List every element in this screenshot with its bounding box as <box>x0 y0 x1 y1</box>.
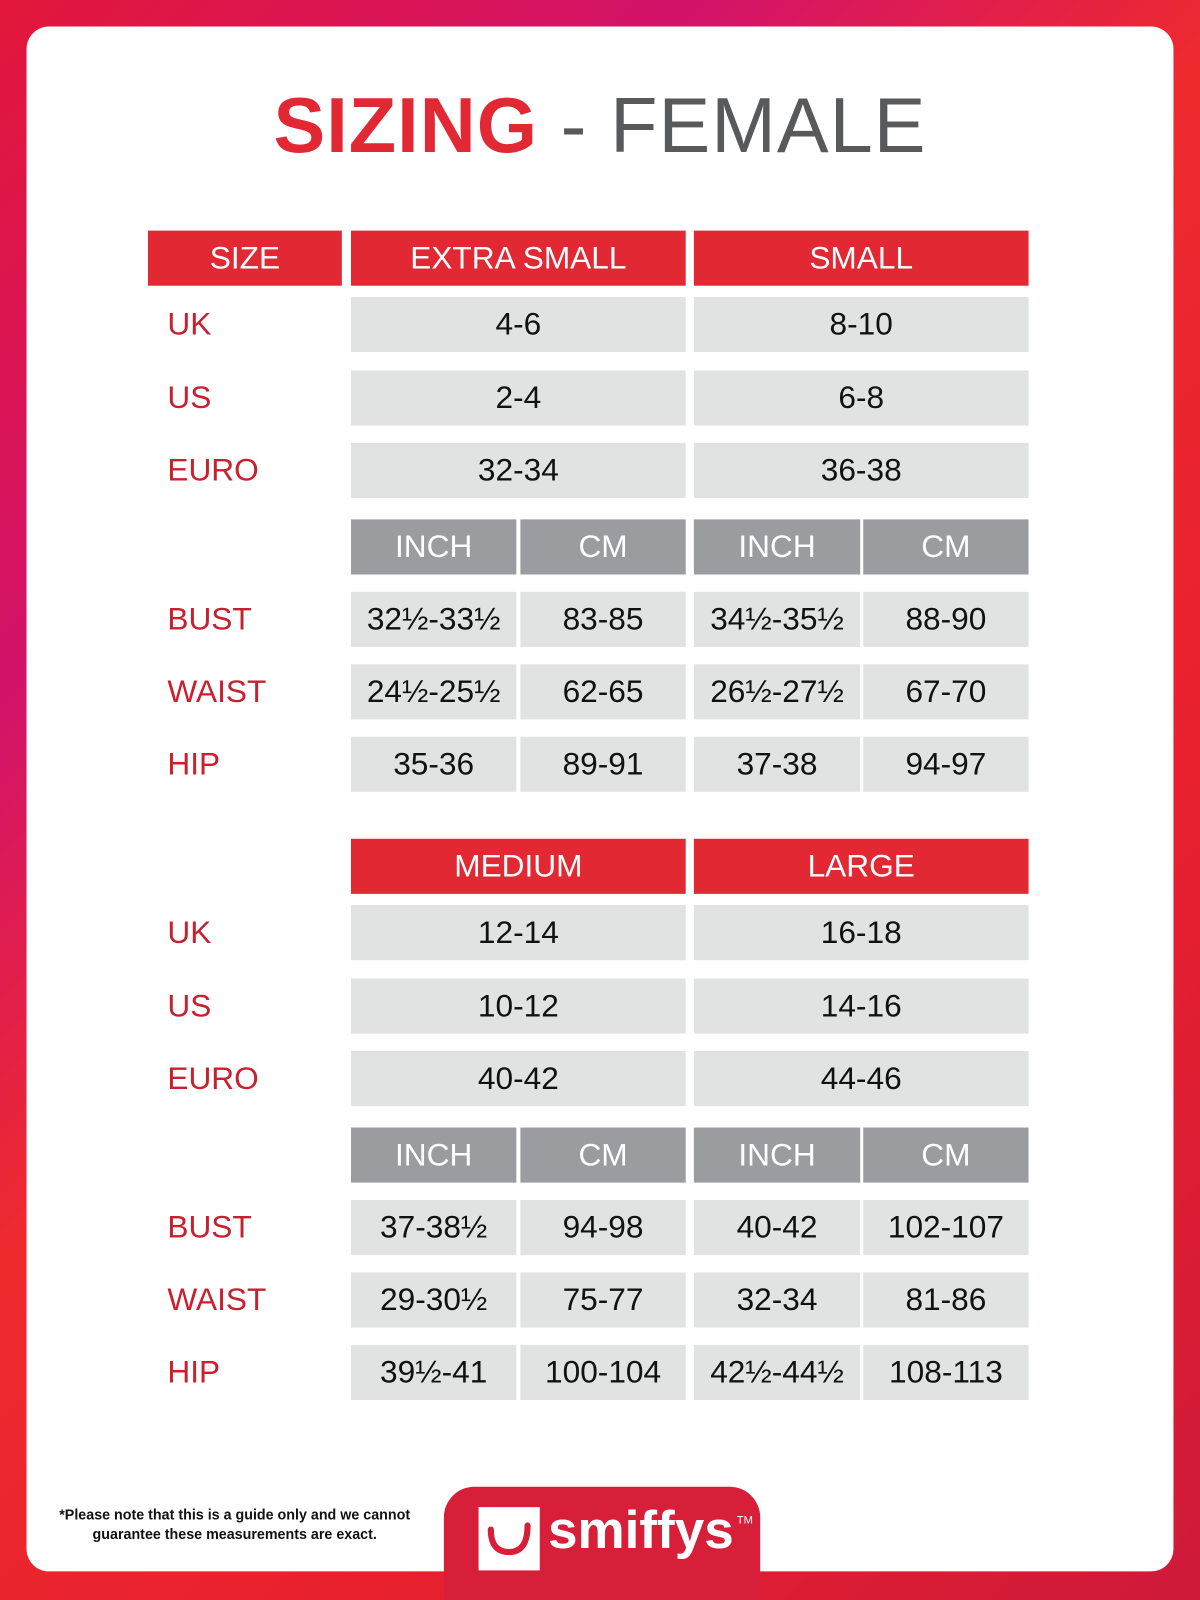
brand-logo-text: smiffys <box>547 1501 734 1561</box>
cell-bust-inch: 34½-35½ <box>693 591 861 647</box>
cell-hip-inch: 39½-41 <box>351 1344 517 1400</box>
unit-header-inch: INCH <box>693 1127 861 1183</box>
size-header: LARGE <box>693 838 1029 894</box>
title-emphasis: SIZING <box>273 82 539 170</box>
cell-euro: 44-46 <box>693 1051 1029 1107</box>
row-label-us: US <box>167 987 212 1024</box>
size-header: SMALL <box>693 230 1029 286</box>
cell-hip-cm: 100-104 <box>520 1344 686 1400</box>
size-header: SIZE <box>147 230 342 286</box>
cell-euro: 40-42 <box>351 1051 686 1107</box>
cell-bust-inch: 37-38½ <box>351 1199 517 1256</box>
unit-header-inch: INCH <box>351 519 517 575</box>
row-label-bust: BUST <box>167 1209 252 1245</box>
size-header: MEDIUM <box>351 838 686 894</box>
cell-uk: 8-10 <box>693 296 1029 353</box>
cell-bust-cm: 102-107 <box>863 1199 1029 1256</box>
cell-waist-cm: 75-77 <box>520 1272 686 1328</box>
cell-us: 2-4 <box>351 370 686 426</box>
trademark: TM <box>736 1514 754 1527</box>
title-rest: - FEMALE <box>538 82 927 170</box>
row-label-euro: EURO <box>167 452 259 488</box>
row-label-uk: UK <box>167 914 212 950</box>
smile-logo-icon <box>478 1507 540 1571</box>
cell-bust-cm: 94-98 <box>520 1199 686 1256</box>
cell-hip-inch: 35-36 <box>351 736 517 792</box>
size-header: EXTRA SMALL <box>351 230 686 286</box>
cell-waist-inch: 24½-25½ <box>351 664 517 720</box>
unit-header-cm: CM <box>520 1127 686 1183</box>
unit-header-cm: CM <box>863 519 1029 575</box>
cell-euro: 32-34 <box>351 442 686 498</box>
cell-bust-inch: 40-42 <box>693 1199 861 1256</box>
cell-waist-inch: 29-30½ <box>351 1272 517 1328</box>
cell-us: 14-16 <box>693 978 1029 1034</box>
cell-us: 6-8 <box>693 370 1029 426</box>
unit-header-cm: CM <box>863 1127 1029 1183</box>
cell-waist-inch: 26½-27½ <box>693 664 861 720</box>
cell-uk: 16-18 <box>693 905 1029 961</box>
cell-euro: 36-38 <box>693 442 1029 498</box>
cell-hip-cm: 89-91 <box>520 736 686 792</box>
row-label-hip: HIP <box>167 745 221 782</box>
cell-bust-cm: 88-90 <box>863 591 1029 647</box>
cell-hip-inch: 37-38 <box>693 736 861 792</box>
cell-uk: 4-6 <box>351 296 686 353</box>
row-label-hip: HIP <box>167 1354 221 1390</box>
cell-bust-cm: 83-85 <box>520 591 686 647</box>
unit-header-inch: INCH <box>351 1127 517 1183</box>
row-label-waist: WAIST <box>167 1281 267 1318</box>
cell-hip-cm: 94-97 <box>863 736 1029 792</box>
cell-uk: 12-14 <box>351 905 686 961</box>
row-label-bust: BUST <box>167 601 252 637</box>
cell-waist-inch: 32-34 <box>693 1272 861 1328</box>
unit-header-cm: CM <box>520 519 686 575</box>
disclaimer-note: *Please note that this is a guide only a… <box>59 1506 411 1542</box>
cell-waist-cm: 67-70 <box>863 664 1029 720</box>
cell-waist-cm: 81-86 <box>863 1272 1029 1328</box>
cell-hip-cm: 108-113 <box>863 1344 1029 1400</box>
row-label-euro: EURO <box>167 1060 259 1096</box>
row-label-waist: WAIST <box>167 673 267 710</box>
row-label-us: US <box>167 379 212 416</box>
row-label-uk: UK <box>167 306 212 342</box>
cell-us: 10-12 <box>351 978 686 1034</box>
cell-bust-inch: 32½-33½ <box>351 591 517 647</box>
cell-waist-cm: 62-65 <box>520 664 686 720</box>
unit-header-inch: INCH <box>693 519 861 575</box>
brand-logo: smiffys TM <box>548 1500 753 1561</box>
cell-hip-inch: 42½-44½ <box>693 1344 861 1400</box>
page-title: SIZING - FEMALE <box>0 82 1200 171</box>
